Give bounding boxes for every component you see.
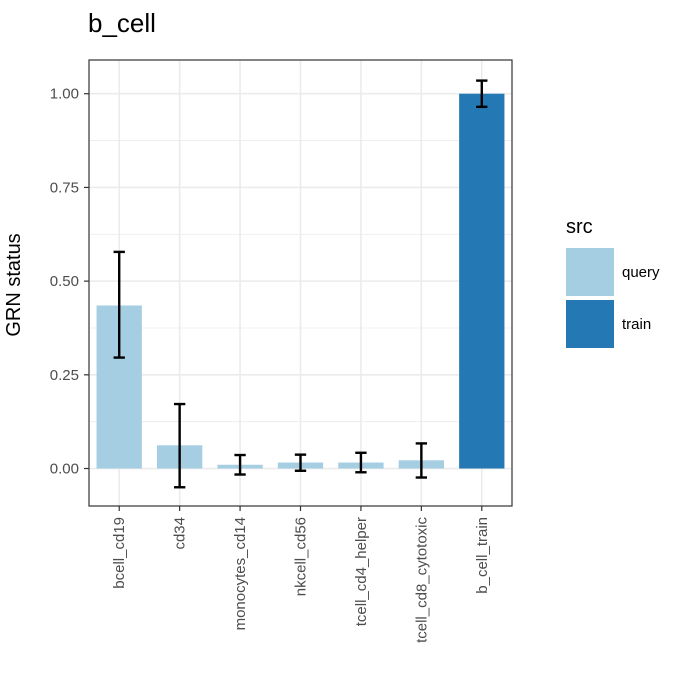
x-tick-label: nkcell_cd56 [293,517,310,596]
x-tick-label: tcell_cd4_helper [353,517,370,626]
legend-key-query [566,248,614,296]
y-tick-label: 0.50 [50,273,79,290]
bar-b_cell_train [459,93,505,469]
error-bar-monocytes_cd14 [234,453,246,476]
x-tick-label: monocytes_cd14 [232,517,249,630]
error-bar-nkcell_cd56 [294,453,307,472]
error-bar-tcell_cd4_helper [355,451,367,474]
chart-title: b_cell [88,8,156,38]
error-bar-b_cell_train [476,79,488,109]
legend-title: src [566,216,593,238]
error-bar-cd34 [173,402,186,489]
y-tick-label: 0.00 [50,461,79,478]
y-tick-label: 0.25 [50,367,79,384]
error-bar-bcell_cd19 [113,250,125,359]
plot-area: 0.00 0.25 0.50 0.75 1.00 bcell_cd19 cd34 monocy… [50,59,513,643]
y-tick-label: 1.00 [50,86,79,103]
legend-label-query: query [622,264,660,281]
x-tick-label: b_cell_train [474,517,491,594]
x-tick-label: tcell_cd8_cytotoxic [413,517,430,643]
legend: src query train [566,216,660,348]
legend-label-train: train [622,316,651,333]
x-tick-label: bcell_cd19 [111,517,128,589]
y-axis-label: GRN status [3,233,25,336]
legend-key-train [566,300,614,348]
y-tick-label: 0.75 [50,179,79,196]
error-bar-tcell_cd8_cytotoxic [415,442,428,479]
x-tick-label: cd34 [172,517,189,550]
